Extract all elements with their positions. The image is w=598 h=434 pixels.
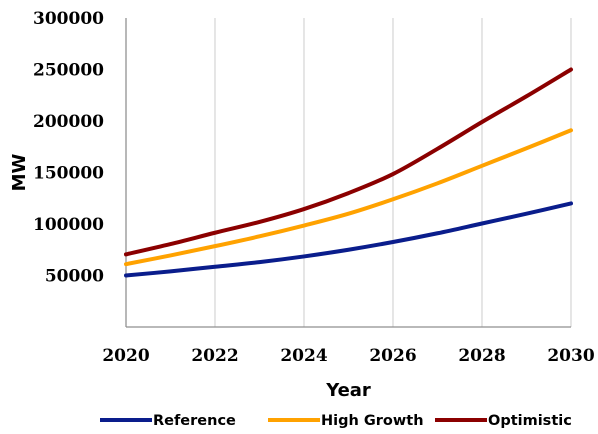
x-tick-labels: 2020 2022 2024 2026 2028 2030 [102, 346, 594, 366]
y-tick-labels: 50000 100000 150000 200000 250000 300000 [33, 9, 104, 287]
x-tick-label: 2024 [280, 346, 327, 366]
series-lines [124, 67, 573, 278]
y-tick-label: 50000 [45, 267, 104, 287]
x-tick-label: 2022 [191, 346, 238, 366]
y-tick-label: 250000 [33, 61, 104, 81]
y-axis-title: MW [9, 153, 30, 191]
series-line-high-growth [124, 128, 573, 267]
x-tick-label: 2030 [547, 346, 594, 366]
y-tick-label: 200000 [33, 112, 104, 132]
y-tick-label: 150000 [33, 164, 104, 184]
legend: Reference High Growth Optimistic [100, 413, 572, 429]
legend-label-high-growth: High Growth [321, 413, 424, 429]
grid-lines [125, 18, 572, 327]
x-tick-label: 2026 [369, 346, 416, 366]
x-tick-label: 2028 [458, 346, 505, 366]
legend-label-optimistic: Optimistic [488, 413, 572, 429]
y-tick-label: 100000 [33, 215, 104, 235]
x-tick-label: 2020 [102, 346, 149, 366]
legend-label-reference: Reference [153, 413, 236, 429]
x-axis-title: Year [325, 380, 371, 401]
series-line-reference [124, 201, 573, 278]
series-line-optimistic [124, 67, 573, 257]
y-tick-label: 300000 [33, 9, 104, 29]
